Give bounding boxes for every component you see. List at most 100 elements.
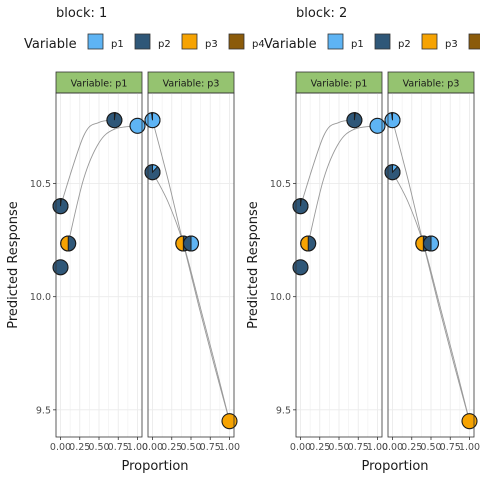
pie-outline — [52, 198, 69, 215]
x-tick-label: 0.00 — [142, 442, 163, 453]
x-tick-label: 0.75 — [200, 442, 221, 453]
pie-slice — [369, 117, 386, 134]
x-tick-label: 0.75 — [348, 442, 369, 453]
panel: Variable: p1 0.000.250.500.751.00 — [290, 71, 388, 453]
x-tick-label: 0.75 — [440, 442, 461, 453]
legend-key-p4 — [468, 33, 480, 50]
data-point — [129, 117, 146, 134]
pie-outline — [144, 164, 161, 181]
fit-curve — [152, 120, 230, 422]
x-tick-label: 0.00 — [50, 442, 71, 453]
legend-label-p2: p2 — [398, 39, 411, 50]
fit-curve — [392, 172, 470, 422]
strip-label: Variable: p3 — [403, 79, 460, 90]
y-tick-label: 10.5 — [30, 179, 51, 190]
pie-outline — [384, 164, 401, 181]
x-tick-label: 1.00 — [127, 442, 148, 453]
legend-label-p2: p2 — [158, 39, 171, 50]
panel: Variable: p3 0.000.250.500.751.00 — [382, 71, 480, 453]
x-tick-label: 0.00 — [290, 442, 311, 453]
legend-key-p3 — [421, 33, 438, 50]
y-tick-label: 10.0 — [30, 292, 51, 303]
pie-outline — [292, 198, 309, 215]
pie-outline — [60, 235, 77, 252]
x-tick-label: 0.00 — [382, 442, 403, 453]
pie-outline — [346, 112, 363, 129]
pie-outline — [106, 112, 123, 129]
x-tick-label: 1.00 — [219, 442, 240, 453]
x-tick-label: 0.25 — [309, 442, 330, 453]
y-tick-label: 9.5 — [276, 405, 291, 416]
legend-key-p1 — [327, 33, 344, 50]
pie-outline — [144, 112, 161, 129]
fit-curve — [152, 172, 230, 422]
data-point — [422, 235, 440, 252]
pie-slice — [190, 235, 199, 252]
block-title: block: 1 — [56, 6, 107, 21]
pie-outline — [422, 235, 440, 252]
strip-label: Variable: p1 — [311, 79, 368, 90]
panel: Variable: p1 0.000.250.500.751.00 — [50, 71, 148, 453]
gridlines — [388, 93, 474, 437]
data-point — [106, 112, 123, 129]
x-tick-label: 1.00 — [367, 442, 388, 453]
data-point — [461, 413, 478, 430]
x-tick-label: 0.25 — [401, 442, 422, 453]
pie-outline — [300, 235, 317, 252]
data-point — [346, 112, 363, 129]
pie-slice — [300, 235, 309, 252]
legend-label-p4: p4 — [252, 39, 265, 50]
legend-key-p2 — [374, 33, 391, 50]
x-tick-label: 0.50 — [328, 442, 349, 453]
x-tick-label: 0.25 — [161, 442, 182, 453]
legend-key-p1 — [87, 33, 104, 50]
legend-key-p2 — [134, 33, 151, 50]
pie-slice — [292, 259, 309, 276]
pie-slice — [415, 235, 424, 252]
legend-label-p3: p3 — [205, 39, 218, 50]
x-tick-label: 0.50 — [180, 442, 201, 453]
y-tick-label: 10.0 — [270, 292, 291, 303]
pie-slice — [60, 235, 69, 252]
pie-outline — [384, 112, 401, 129]
fit-curve — [300, 119, 355, 207]
pie-outline — [182, 235, 200, 252]
pie-slice — [461, 413, 478, 430]
y-axis-title: Predicted Response — [6, 201, 21, 329]
x-axis-title: Proportion — [361, 459, 428, 474]
legend-title: Variable — [264, 37, 317, 52]
data-point — [60, 235, 77, 252]
x-tick-label: 0.25 — [69, 442, 90, 453]
x-axis-title: Proportion — [121, 459, 188, 474]
pie-slice — [221, 413, 238, 430]
data-point — [221, 413, 238, 430]
legend-title: Variable — [24, 37, 77, 52]
pie-slice — [430, 235, 439, 252]
data-point — [384, 112, 401, 129]
fit-curve — [60, 119, 115, 207]
x-tick-label: 0.75 — [108, 442, 129, 453]
data-point — [384, 164, 401, 181]
strip-label: Variable: p3 — [163, 79, 220, 90]
data-point — [144, 112, 161, 129]
data-point — [369, 117, 386, 134]
legend: Variable p1 p2 p3 p4 — [24, 33, 265, 52]
pie-slice — [52, 259, 69, 276]
panel: Variable: p3 0.000.250.500.751.00 — [142, 71, 240, 453]
legend-label-p1: p1 — [351, 39, 364, 50]
data-point — [292, 198, 309, 215]
pie-slice — [307, 235, 317, 252]
x-tick-label: 0.50 — [420, 442, 441, 453]
y-axis-title: Predicted Response — [246, 201, 261, 329]
pie-slice — [175, 235, 184, 252]
fit-curve — [67, 125, 138, 244]
block-title: block: 2 — [296, 6, 347, 21]
y-tick-label: 10.5 — [270, 179, 291, 190]
data-point — [52, 259, 69, 276]
strip-label: Variable: p1 — [71, 79, 128, 90]
gridlines — [296, 93, 382, 437]
pie-slice — [67, 235, 77, 252]
y-tick-label: 9.5 — [36, 405, 51, 416]
